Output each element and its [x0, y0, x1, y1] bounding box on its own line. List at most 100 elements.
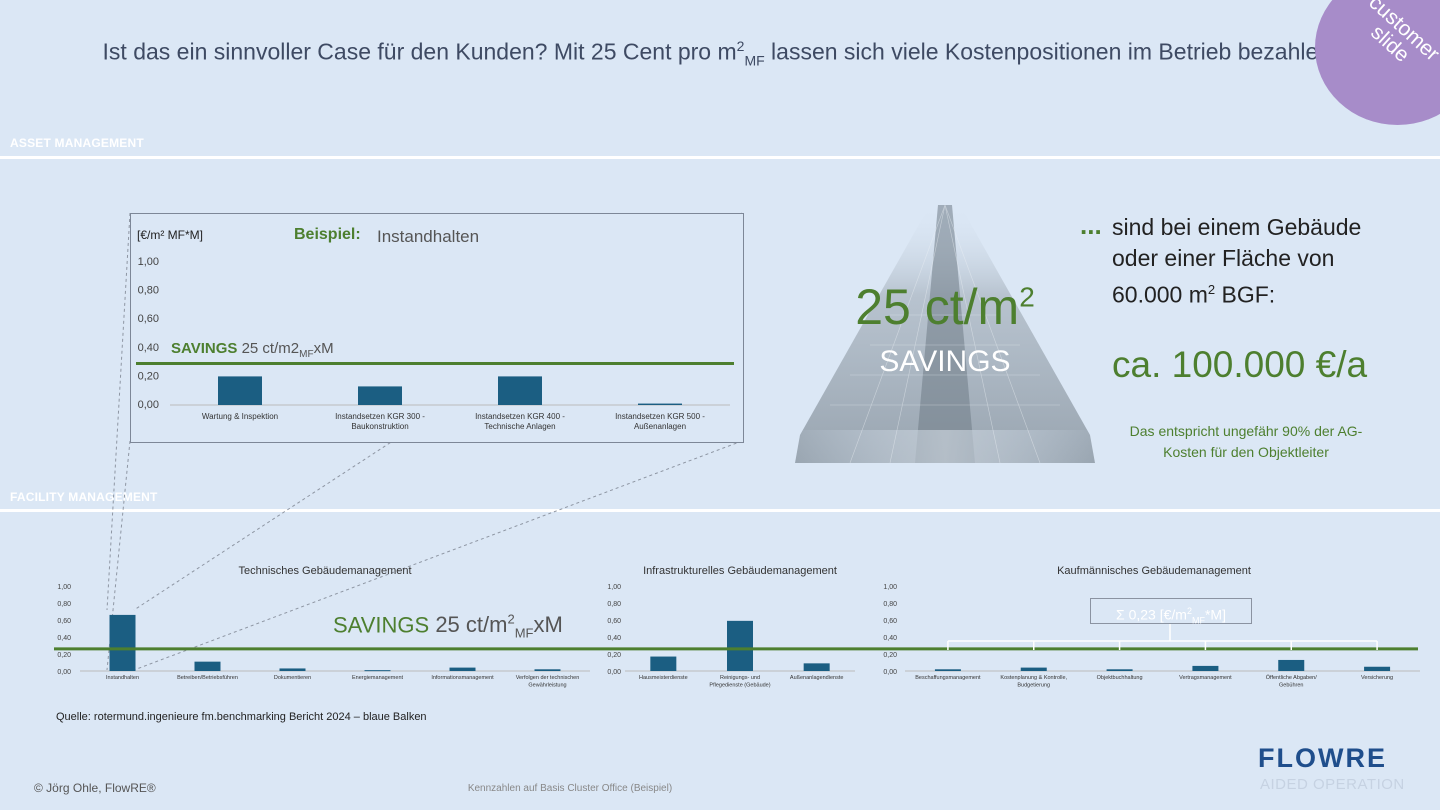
- connector-line: [133, 440, 743, 671]
- connector-line: [106, 212, 131, 611]
- zoom-savings-word: SAVINGS: [171, 340, 238, 357]
- bar: [638, 403, 682, 405]
- y-tick-label: 0,80: [57, 601, 71, 608]
- y-tick-label: 0,40: [607, 635, 621, 642]
- facility-charts: Technisches Gebäudemanagement 1,00 0,80 0,6…: [54, 565, 1420, 689]
- x-tick-label: Objektbuchhaltung: [1097, 675, 1143, 681]
- y-tick-label: 0,60: [138, 313, 159, 325]
- y-tick-label: 0,40: [883, 635, 897, 642]
- bar: [449, 667, 476, 671]
- flowre-logo-subtitle: AIDED OPERATION: [1260, 776, 1405, 793]
- bar: [803, 663, 830, 671]
- x-tick-label: Informationsmanagement: [431, 675, 494, 681]
- x-tick-label: Dokumentieren: [274, 675, 311, 681]
- x-tick-label: Energiemanagement: [352, 675, 404, 681]
- bar: [1020, 667, 1047, 671]
- right-line3: 60.000 m2 BGF:: [1112, 281, 1276, 308]
- section-divider-asset: [0, 156, 1440, 159]
- flowre-logo: FLOWRE: [1258, 743, 1387, 773]
- chart-title: Infrastrukturelles Gebäudemanagement: [643, 565, 837, 577]
- source-note: Quelle: rotermund.ingenieure fm.benchmar…: [56, 711, 427, 723]
- copyright-text: © Jörg Ohle, FlowRE®: [34, 781, 156, 795]
- zoom-bar-chart: 1,00 0,80 0,60 0,40 0,20 0,00 Wartung & Inspek…: [136, 256, 734, 431]
- big-savings-word: SAVINGS: [879, 345, 1011, 378]
- y-tick-label: 0,40: [138, 342, 159, 354]
- zoom-savings-label: SAVINGS 25 ct/m2MFxM: [171, 340, 334, 360]
- sum-total-box: Σ 0,23 [€/m2MF*M]: [1090, 598, 1252, 625]
- bar: [1364, 666, 1391, 671]
- y-tick-label: 1,00: [607, 584, 621, 591]
- comparison-note: Das entspricht ungefähr 90% der AG-Koste…: [1129, 423, 1363, 460]
- headline-sub: MF: [744, 52, 765, 69]
- bar: [194, 661, 221, 671]
- y-tick-label: 0,80: [883, 601, 897, 608]
- x-tick-label: Wartung & Inspektion: [202, 412, 278, 421]
- bar: [1106, 669, 1133, 671]
- bar: [279, 668, 306, 671]
- bar: [358, 386, 402, 405]
- section-divider-facility: [0, 509, 1440, 512]
- footer-caption: Kennzahlen auf Basis Cluster Office (Bei…: [467, 783, 673, 794]
- x-tick-label: Instandhalten: [106, 675, 139, 681]
- bar: [727, 620, 753, 671]
- y-tick-label: 0,60: [607, 618, 621, 625]
- chart-title: Kaufmännisches Gebäudemanagement: [1057, 565, 1251, 577]
- y-tick-label: 0,20: [607, 652, 621, 659]
- headline-pre: Ist das ein sinnvoller Case für den Kund…: [102, 38, 737, 65]
- section-label-facility: FACILITY MANAGEMENT: [10, 490, 158, 504]
- connector-line: [106, 440, 131, 671]
- zoom-chart-title: Instandhalten: [377, 227, 480, 246]
- right-line2: oder einer Fläche von: [1112, 245, 1335, 271]
- x-tick-label: Hausmeisterdienste: [639, 675, 688, 681]
- y-tick-label: 1,00: [883, 584, 897, 591]
- x-tick-label: Verfolgen der technischen Gewährleistung: [516, 675, 580, 689]
- bar: [934, 669, 961, 671]
- y-tick-label: 0,00: [57, 669, 71, 676]
- x-tick-label: Instandsetzen KGR 400 -Technische Anlage…: [475, 412, 565, 431]
- bar: [109, 614, 136, 671]
- section-label-asset: ASSET MANAGEMENT: [10, 136, 144, 150]
- zoom-savings-value: 25 ct/m2MFxM: [241, 340, 334, 360]
- y-tick-label: 0,20: [138, 370, 159, 382]
- bar: [534, 669, 561, 671]
- zoom-beispiel-label: Beispiel:: [294, 226, 361, 243]
- building-tower-image: [790, 205, 1100, 463]
- page-title: Ist das ein sinnvoller Case für den Kund…: [0, 38, 1440, 68]
- x-tick-label: Reinigungs- und Pflegedienste (Gebäude): [709, 675, 770, 689]
- x-tick-label: Öffentliche Abgaben/Gebühren: [1266, 674, 1317, 689]
- y-tick-label: 0,80: [138, 285, 159, 297]
- headline-post: lassen sich viele Kostenpositionen im Be…: [764, 38, 1338, 65]
- bar: [218, 376, 262, 405]
- x-tick-label: Vertragsmanagement: [1179, 675, 1232, 681]
- x-tick-label: Kostenplanung & Kontrolle, Budgetierung: [1000, 675, 1067, 689]
- x-tick-label: Instandsetzen KGR 500 -Außenanlagen: [615, 412, 705, 431]
- chart-title: Technisches Gebäudemanagement: [238, 565, 411, 577]
- right-line1: sind bei einem Gebäude: [1112, 214, 1362, 240]
- y-tick-label: 0,00: [138, 399, 159, 411]
- bar: [650, 656, 677, 671]
- bar: [1192, 665, 1219, 671]
- y-tick-label: 0,00: [607, 669, 621, 676]
- y-tick-label: 0,20: [883, 652, 897, 659]
- x-tick-label: Instandsetzen KGR 300 -Baukonstruktion: [335, 412, 425, 431]
- y-tick-label: 0,20: [57, 652, 71, 659]
- bar: [498, 376, 542, 405]
- annual-savings-value: ca. 100.000 €/a: [1112, 344, 1368, 385]
- x-tick-label: Beschaffungsmanagement: [915, 675, 981, 681]
- ellipsis-marker: ...: [1080, 210, 1102, 240]
- bottom-savings-label: SAVINGS 25 ct/m2MFxM: [333, 612, 563, 641]
- zoom-unit-label: [€/m² MF*M]: [137, 228, 203, 242]
- y-tick-label: 1,00: [138, 256, 159, 268]
- headline-sup: 2: [736, 38, 745, 54]
- y-tick-label: 1,00: [57, 584, 71, 591]
- building-area-text: sind bei einem Gebäude oder einer Fläche…: [1112, 212, 1412, 311]
- bar: [364, 670, 391, 672]
- bar: [1278, 659, 1305, 671]
- x-tick-label: Außenanlagendienste: [790, 675, 844, 681]
- x-tick-label: Versicherung: [1361, 675, 1393, 681]
- y-tick-label: 0,40: [57, 635, 71, 642]
- x-tick-label: Betreiben/Betriebsführen: [177, 675, 238, 681]
- y-tick-label: 0,80: [607, 601, 621, 608]
- y-tick-label: 0,00: [883, 669, 897, 676]
- big-savings-value: 25 ct/m2: [855, 279, 1035, 335]
